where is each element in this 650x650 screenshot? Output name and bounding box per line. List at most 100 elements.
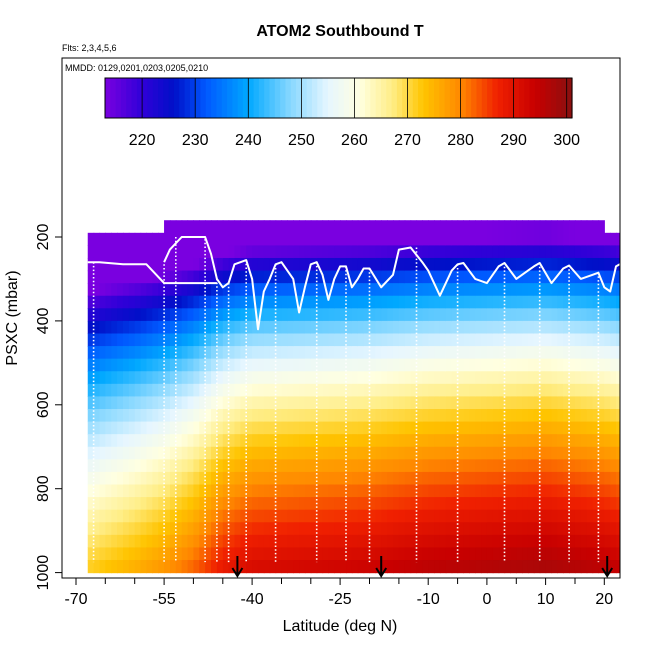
field-cell	[610, 534, 617, 549]
field-cell	[545, 509, 553, 523]
field-cell	[304, 283, 312, 297]
field-cell	[545, 560, 553, 574]
field-cell	[586, 308, 594, 322]
field-cell	[164, 497, 171, 511]
field-cell	[99, 484, 106, 498]
field-cell	[416, 371, 423, 385]
field-cell	[240, 547, 247, 561]
field-cell	[275, 459, 283, 473]
colorbar-swatch	[158, 78, 164, 118]
field-cell	[99, 434, 106, 448]
field-cell	[640, 459, 646, 472]
field-cell	[634, 409, 640, 422]
field-cell	[369, 471, 376, 486]
field-cell	[475, 333, 482, 347]
field-cell	[539, 270, 547, 284]
field-cell	[434, 333, 441, 347]
colorbar-swatch	[301, 78, 308, 118]
field-cell	[586, 534, 594, 549]
field-cell	[392, 560, 400, 574]
field-cell	[328, 534, 335, 549]
field-cell	[510, 270, 517, 284]
colorbar-swatch	[434, 78, 440, 118]
field-cell	[445, 459, 453, 473]
field-cell	[580, 320, 588, 335]
field-cell	[252, 371, 259, 385]
field-cell	[304, 534, 312, 549]
field-cell	[422, 471, 429, 486]
colorbar-frame	[104, 77, 573, 119]
field-cell	[375, 409, 382, 423]
field-cell	[140, 270, 148, 284]
field-cell	[580, 371, 588, 385]
field-cell	[263, 320, 271, 335]
field-cell	[87, 232, 95, 246]
field-cell	[604, 547, 611, 561]
field-cell	[93, 497, 101, 511]
field-cell	[122, 383, 130, 397]
field-cell	[604, 371, 611, 385]
field-cell	[257, 547, 265, 561]
x-tick-label: 10	[537, 591, 555, 608]
field-cell	[628, 409, 634, 422]
field-cell	[169, 371, 177, 385]
field-cell	[164, 547, 171, 561]
field-cell	[574, 459, 582, 473]
field-cell	[199, 560, 206, 574]
field-cell	[504, 509, 511, 523]
field-cell	[328, 270, 335, 284]
field-cell	[610, 434, 617, 448]
field-cell	[445, 471, 453, 486]
colorbar-swatch	[221, 78, 228, 118]
field-cell	[580, 383, 588, 397]
field-cell	[293, 358, 300, 372]
field-cell	[580, 547, 588, 561]
flights-label: Flts: 2,3,4,5,6	[62, 43, 117, 53]
field-cell	[105, 484, 112, 498]
field-cell	[99, 421, 106, 435]
field-cell	[234, 383, 241, 397]
field-cell	[146, 409, 153, 423]
field-cell	[304, 522, 312, 536]
field-cell	[622, 447, 628, 460]
field-cell	[128, 396, 136, 410]
field-cell	[469, 446, 476, 460]
field-cell	[516, 383, 523, 397]
field-cell	[169, 497, 177, 511]
field-cell	[169, 308, 177, 322]
field-cell	[175, 434, 183, 448]
field-cell	[199, 409, 206, 423]
field-cell	[410, 320, 418, 335]
colorbar-swatch	[168, 78, 175, 118]
field-cell	[580, 560, 588, 574]
field-cell	[628, 333, 634, 346]
field-cell	[164, 522, 171, 536]
field-cell	[222, 434, 230, 448]
field-cell	[87, 245, 95, 259]
field-cell	[152, 471, 159, 486]
colorbar-swatch	[136, 78, 143, 118]
field-cell	[434, 484, 441, 498]
field-cell	[152, 320, 159, 335]
field-cell	[381, 484, 388, 498]
field-cell	[387, 245, 394, 259]
field-cell	[240, 283, 247, 297]
field-cell	[557, 434, 564, 448]
field-cell	[539, 547, 547, 561]
field-cell	[93, 547, 101, 561]
field-cell	[439, 509, 447, 523]
field-cell	[439, 522, 447, 536]
field-cell	[469, 534, 476, 549]
field-cell	[486, 283, 494, 297]
field-cell	[310, 534, 318, 549]
field-cell	[369, 534, 376, 549]
field-cell	[610, 257, 617, 272]
field-cell	[117, 446, 124, 460]
field-cell	[551, 522, 558, 536]
field-cell	[334, 283, 341, 297]
field-cell	[645, 321, 650, 334]
field-cell	[322, 409, 330, 423]
field-cell	[522, 497, 529, 511]
x-tick-label: -25	[329, 591, 352, 608]
field-cell	[211, 471, 218, 486]
